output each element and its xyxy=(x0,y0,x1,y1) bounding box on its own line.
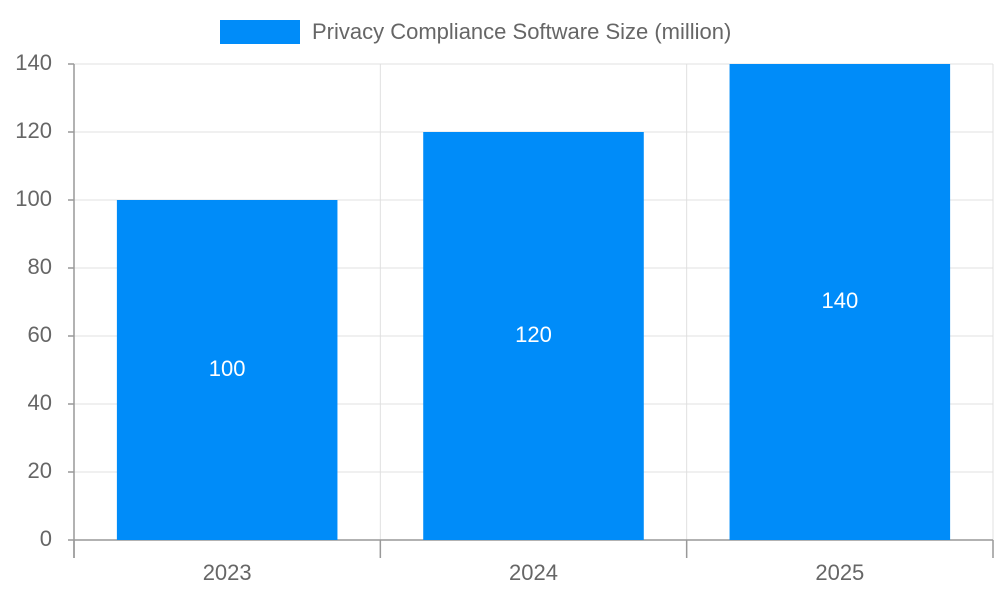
x-tick-label: 2024 xyxy=(509,560,558,585)
legend-label: Privacy Compliance Software Size (millio… xyxy=(312,19,731,44)
y-tick-label: 40 xyxy=(28,390,52,415)
y-tick-label: 20 xyxy=(28,458,52,483)
x-tick-label: 2023 xyxy=(203,560,252,585)
data-label: 120 xyxy=(515,322,552,347)
legend-swatch xyxy=(220,20,300,44)
data-label: 100 xyxy=(209,356,246,381)
x-tick-label: 2025 xyxy=(815,560,864,585)
y-tick-label: 0 xyxy=(40,526,52,551)
y-tick-label: 140 xyxy=(15,50,52,75)
y-tick-label: 80 xyxy=(28,254,52,279)
y-tick-label: 100 xyxy=(15,186,52,211)
y-tick-label: 60 xyxy=(28,322,52,347)
bar xyxy=(116,200,338,540)
bar xyxy=(423,132,644,540)
y-tick-label: 120 xyxy=(15,118,52,143)
bar xyxy=(729,64,951,540)
data-label: 140 xyxy=(821,288,858,313)
